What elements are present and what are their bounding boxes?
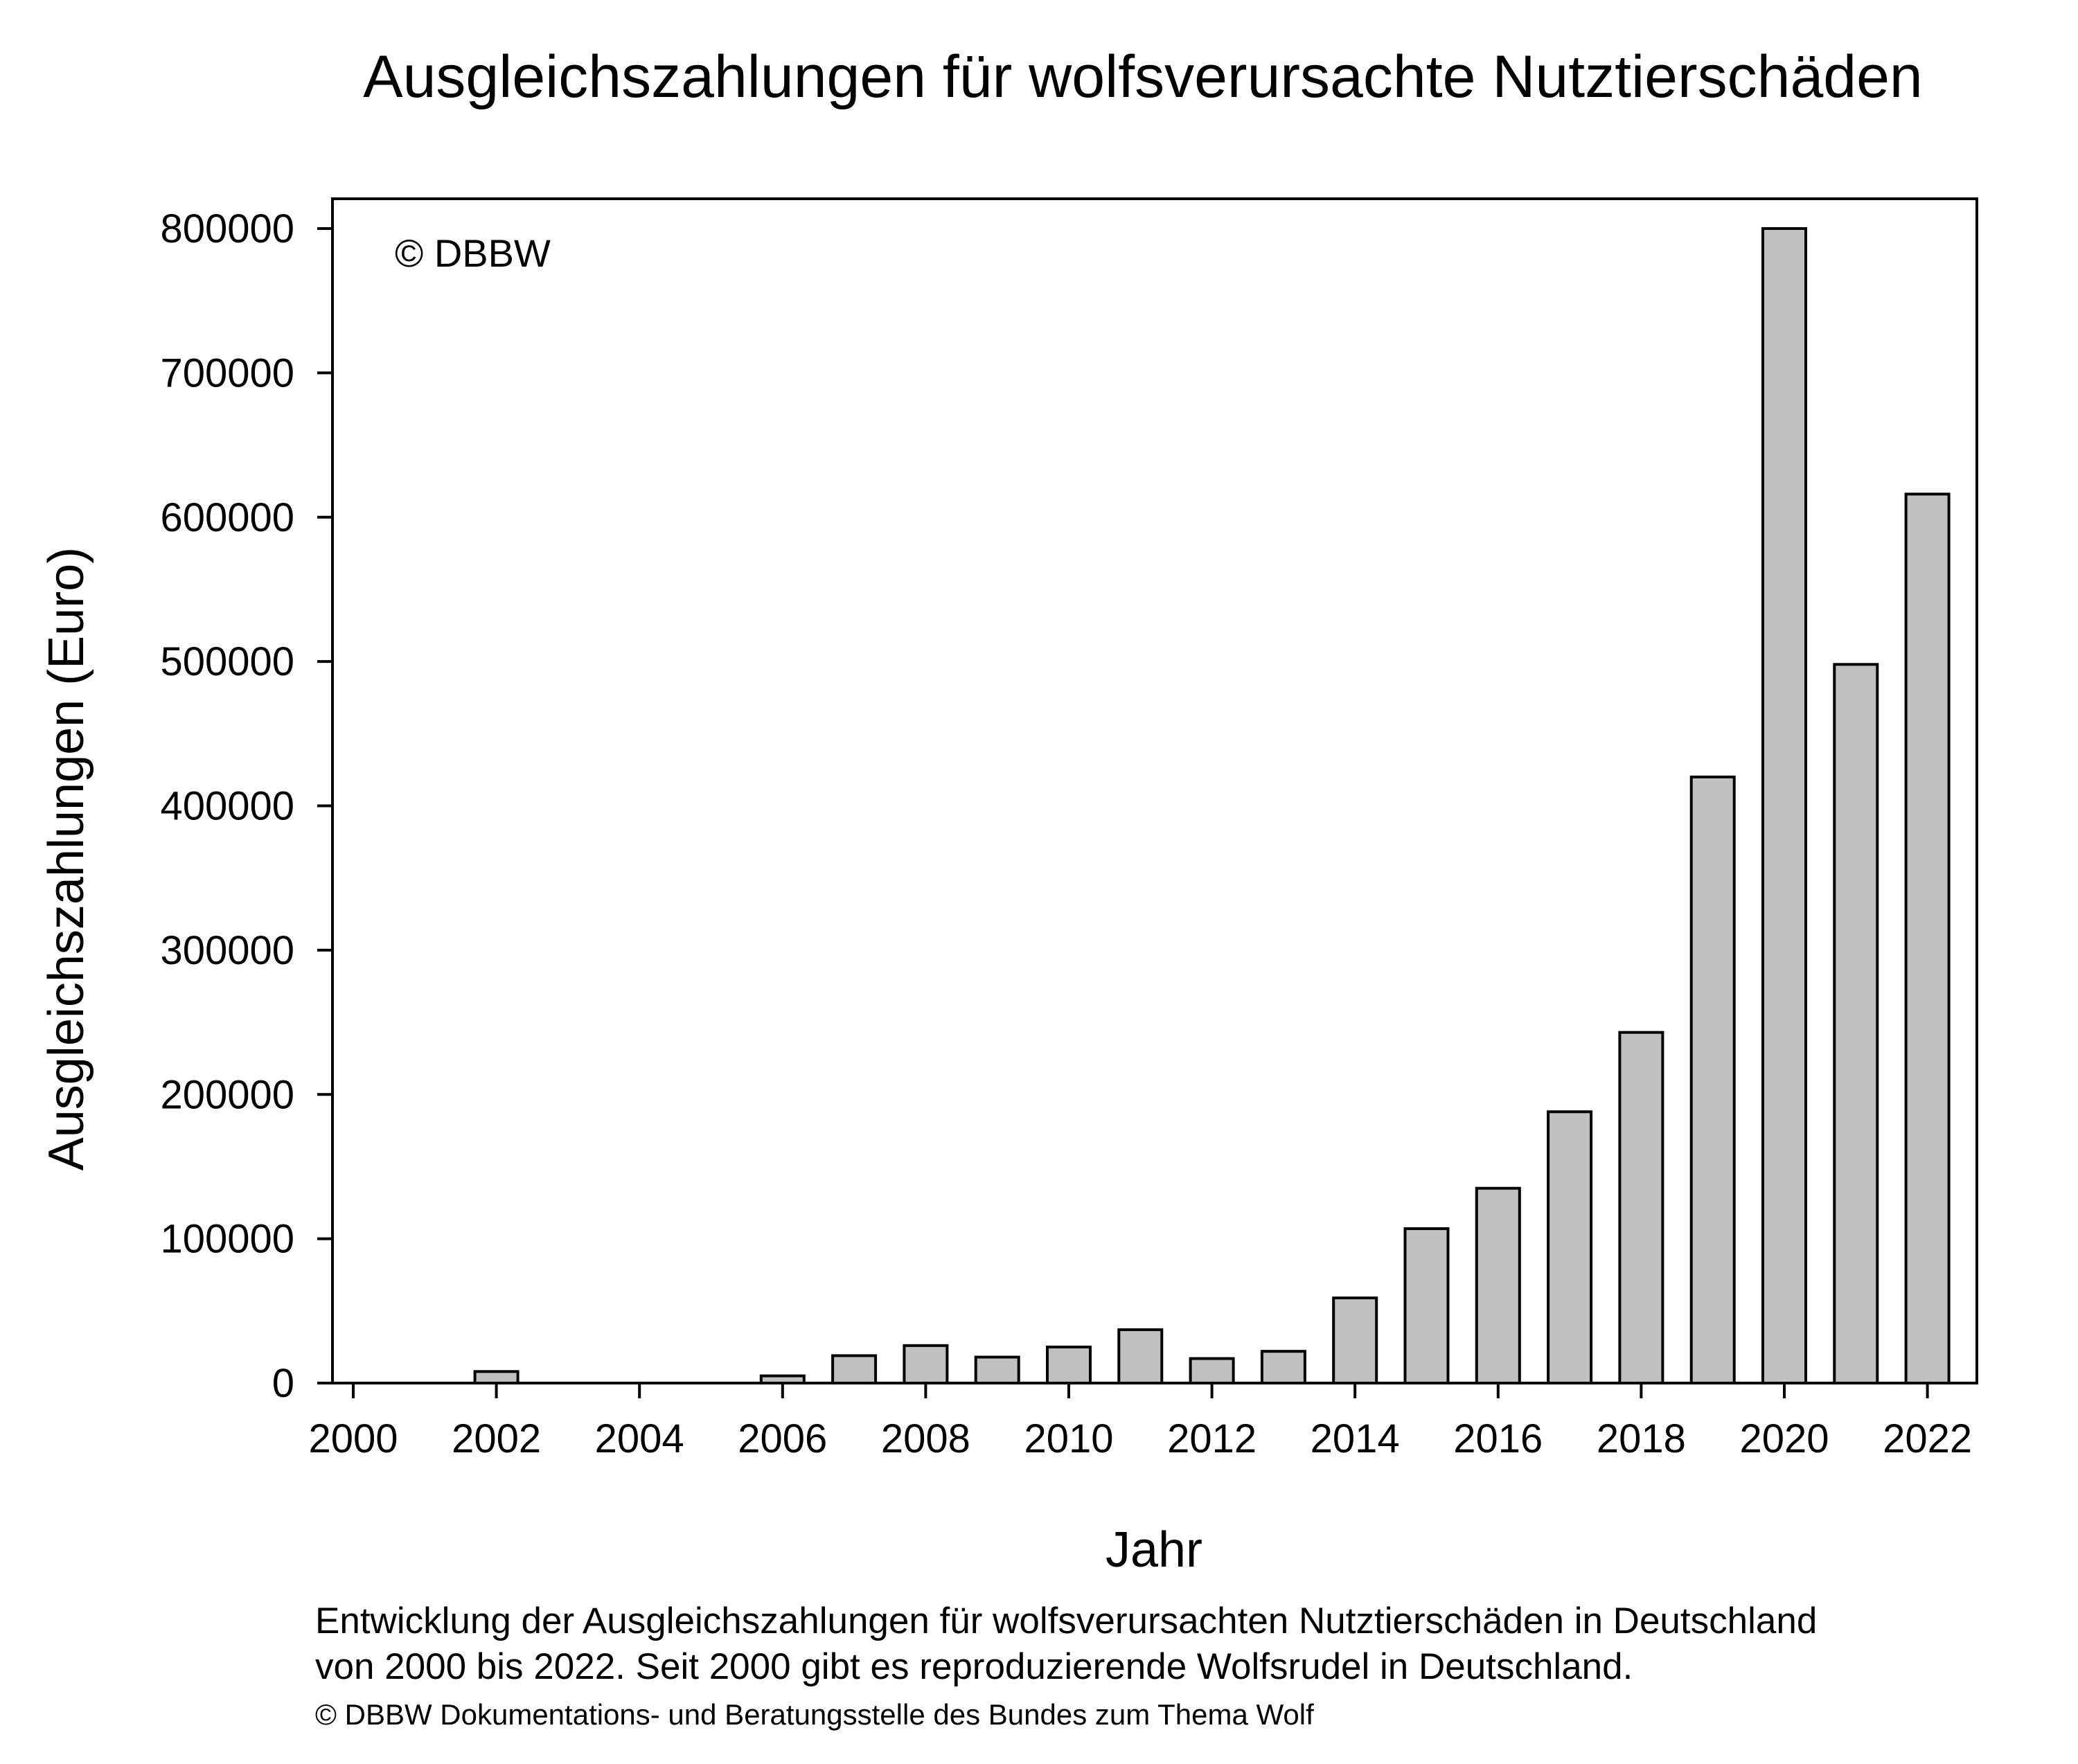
bar-2014 — [1332, 1297, 1378, 1384]
watermark-label: © DBBW — [395, 231, 551, 275]
x-tick-label: 2002 — [452, 1416, 541, 1461]
y-tick-label: 0 — [272, 1361, 294, 1406]
x-tick-label: 2012 — [1167, 1416, 1256, 1461]
caption-copyright: © DBBW Dokumentations- und Beratungsstel… — [315, 1698, 1314, 1731]
bar-2015 — [1403, 1227, 1450, 1384]
bar-2010 — [1046, 1345, 1092, 1384]
y-tick-label: 400000 — [160, 784, 294, 829]
x-tick-label: 2006 — [738, 1416, 827, 1461]
bar-chart: Ausgleichszahlungen für wolfsverursachte… — [39, 44, 1978, 1578]
bar-2013 — [1260, 1350, 1306, 1384]
bar-2020 — [1761, 227, 1807, 1384]
x-axis-label: Jahr — [1105, 1522, 1202, 1578]
bar-2016 — [1475, 1186, 1521, 1384]
y-tick-label: 600000 — [160, 495, 294, 540]
bar-2008 — [903, 1344, 949, 1385]
caption-line-2: von 2000 bis 2022. Seit 2000 gibt es rep… — [315, 1646, 1633, 1687]
x-tick-label: 2008 — [881, 1416, 970, 1461]
y-tick-label: 100000 — [160, 1217, 294, 1262]
bar-2012 — [1189, 1357, 1235, 1385]
x-tick-label: 2022 — [1883, 1416, 1972, 1461]
bar-2007 — [831, 1354, 878, 1384]
plot-frame — [331, 197, 1978, 1384]
bar-2018 — [1618, 1031, 1664, 1385]
x-tick-label: 2020 — [1739, 1416, 1829, 1461]
bar-2002 — [473, 1370, 520, 1384]
x-tick-label: 2018 — [1597, 1416, 1686, 1461]
y-tick-label: 300000 — [160, 928, 294, 973]
bar-2022 — [1904, 492, 1951, 1384]
caption-line-1: Entwicklung der Ausgleichszahlungen für … — [315, 1601, 1818, 1641]
figure-caption: Entwicklung der Ausgleichszahlungen für … — [315, 1598, 2061, 1690]
y-axis-label: Ausgleichszahlungen (Euro) — [39, 547, 94, 1171]
chart-title: Ausgleichszahlungen für wolfsverursachte… — [363, 44, 1923, 110]
y-axis-ticks: 0 100000 200000 300000 400000 500000 600000 700… — [160, 206, 332, 1406]
bar-2011 — [1117, 1328, 1164, 1384]
y-tick-label: 500000 — [160, 639, 294, 684]
x-tick-label: 2010 — [1024, 1416, 1113, 1461]
bar-2009 — [974, 1355, 1020, 1385]
x-tick-label: 2016 — [1453, 1416, 1543, 1461]
y-tick-label: 800000 — [160, 206, 294, 251]
y-tick-label: 700000 — [160, 350, 294, 395]
bars-layer — [473, 227, 1951, 1385]
y-tick-label: 200000 — [160, 1072, 294, 1117]
x-tick-label: 2014 — [1311, 1416, 1400, 1461]
x-axis-ticks: 2000 2002 2004 2006 2008 2010 2012 2014 2016 2018… — [308, 1383, 1972, 1461]
bar-2019 — [1689, 775, 1736, 1384]
x-tick-label: 2000 — [308, 1416, 398, 1461]
bar-2017 — [1547, 1110, 1593, 1384]
bar-2021 — [1833, 663, 1879, 1384]
x-tick-label: 2004 — [595, 1416, 684, 1461]
